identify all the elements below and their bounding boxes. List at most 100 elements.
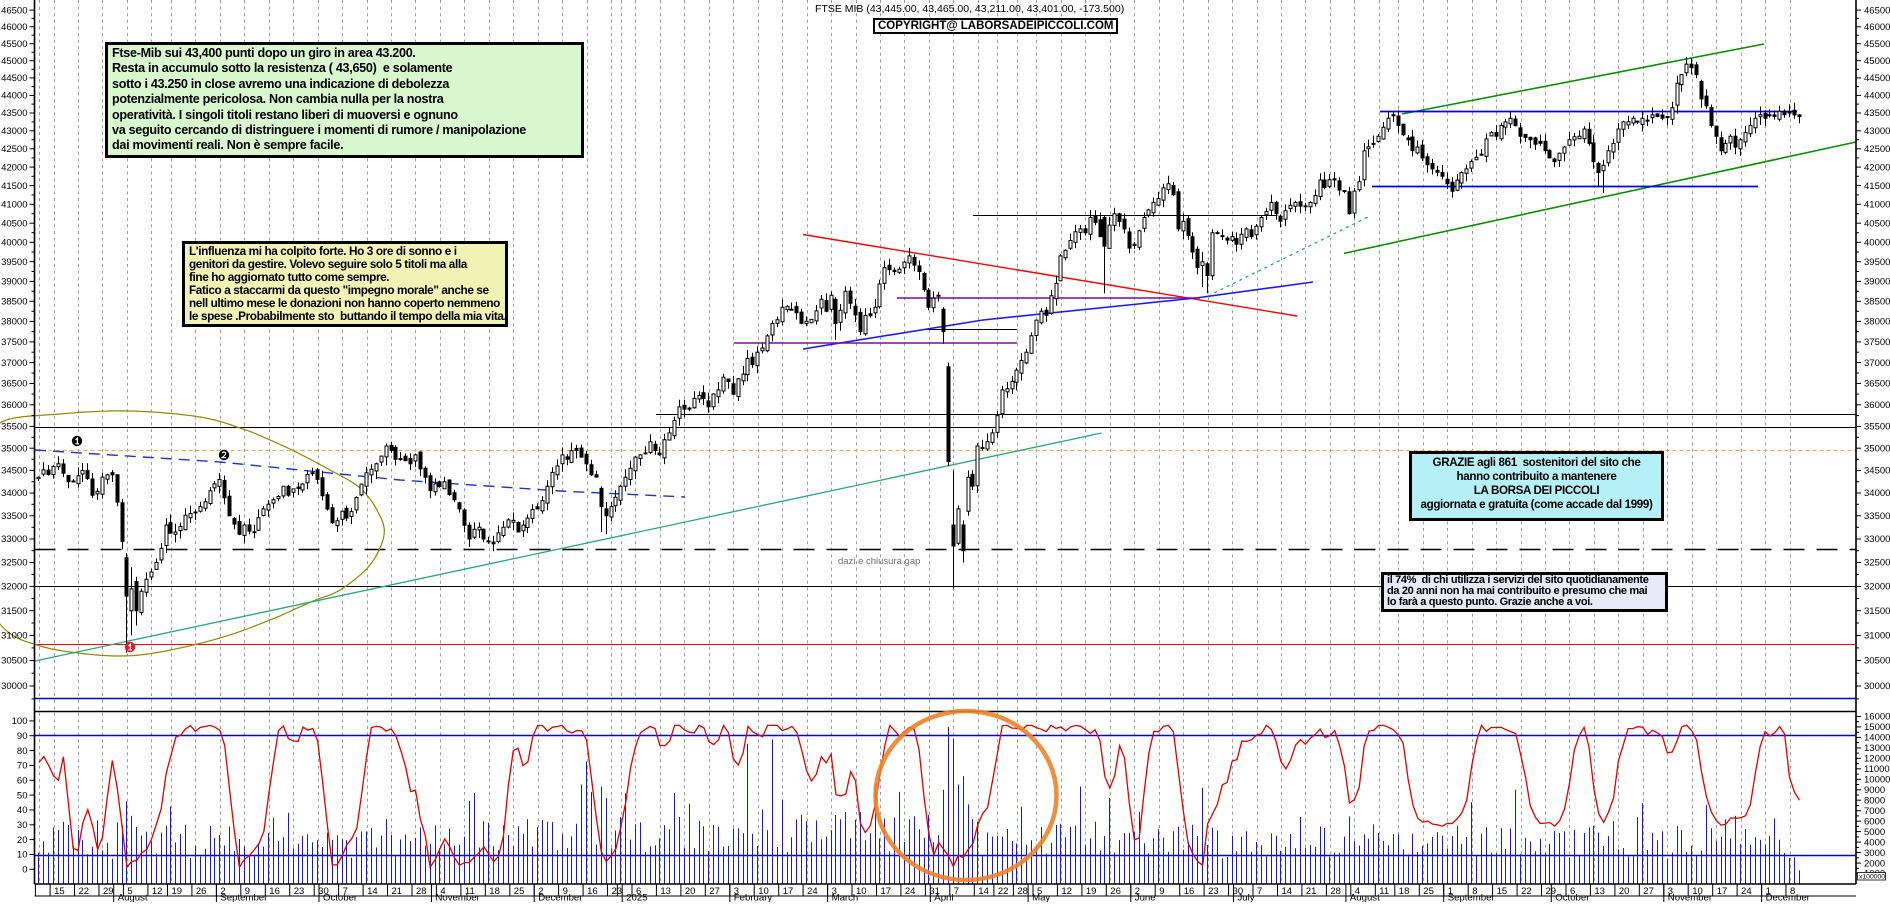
svg-text:18: 18 — [489, 886, 500, 897]
svg-text:20: 20 — [17, 835, 28, 846]
svg-text:43500: 43500 — [1, 108, 27, 119]
svg-text:4000: 4000 — [1864, 837, 1885, 848]
svg-text:7: 7 — [343, 886, 348, 897]
svg-text:June: June — [1135, 893, 1156, 903]
svg-text:11: 11 — [1379, 886, 1389, 897]
svg-text:February: February — [734, 893, 773, 903]
svg-text:14: 14 — [1282, 886, 1293, 897]
svg-text:43500: 43500 — [1864, 108, 1890, 119]
svg-text:43000: 43000 — [1, 126, 27, 137]
svg-text:41000: 41000 — [1864, 200, 1890, 211]
svg-text:September: September — [1448, 893, 1496, 903]
svg-text:3: 3 — [1668, 886, 1673, 897]
svg-text:2: 2 — [1135, 886, 1140, 897]
svg-text:34000: 34000 — [1864, 488, 1890, 499]
svg-text:33000: 33000 — [1, 534, 27, 545]
svg-text:15: 15 — [1497, 886, 1508, 897]
svg-text:45000: 45000 — [1, 56, 27, 67]
svg-text:36000: 36000 — [1, 400, 27, 411]
svg-text:3: 3 — [832, 886, 837, 897]
svg-text:10: 10 — [17, 850, 28, 861]
svg-text:29: 29 — [103, 886, 114, 897]
svg-text:26: 26 — [1110, 886, 1121, 897]
svg-text:34500: 34500 — [1, 466, 27, 477]
svg-text:x100000: x100000 — [1859, 874, 1885, 881]
svg-text:28: 28 — [416, 886, 427, 897]
svg-text:August: August — [1350, 893, 1380, 903]
svg-text:42000: 42000 — [1, 162, 27, 173]
svg-text:11000: 11000 — [1864, 764, 1890, 775]
svg-text:44000: 44000 — [1, 91, 27, 102]
svg-text:39500: 39500 — [1864, 257, 1890, 268]
svg-text:38500: 38500 — [1864, 297, 1890, 308]
svg-text:24: 24 — [807, 886, 818, 897]
svg-text:26: 26 — [196, 886, 207, 897]
svg-text:6: 6 — [1570, 886, 1575, 897]
svg-text:14: 14 — [367, 886, 378, 897]
svg-text:33000: 33000 — [1864, 534, 1890, 545]
svg-text:October: October — [323, 893, 358, 903]
svg-text:40: 40 — [17, 805, 28, 816]
svg-text:dazi e chiusura gap: dazi e chiusura gap — [838, 556, 920, 567]
svg-text:38000: 38000 — [1864, 317, 1890, 328]
svg-text:40000: 40000 — [1864, 238, 1890, 249]
svg-text:November: November — [1668, 893, 1713, 903]
svg-text:9: 9 — [563, 886, 568, 897]
svg-text:21: 21 — [1306, 886, 1317, 897]
svg-text:10: 10 — [1692, 886, 1703, 897]
svg-text:13000: 13000 — [1864, 743, 1890, 754]
svg-text:7: 7 — [954, 886, 959, 897]
svg-text:16000: 16000 — [1864, 712, 1890, 723]
svg-text:9000: 9000 — [1864, 785, 1885, 796]
svg-text:3000: 3000 — [1864, 848, 1885, 859]
svg-text:8000: 8000 — [1864, 795, 1885, 806]
svg-text:80: 80 — [17, 746, 28, 757]
svg-text:39000: 39000 — [1, 277, 27, 288]
svg-text:15: 15 — [54, 886, 65, 897]
svg-text:8: 8 — [1472, 886, 1477, 897]
svg-text:33500: 33500 — [1, 511, 27, 522]
svg-text:32000: 32000 — [1, 582, 27, 593]
svg-text:24: 24 — [1741, 886, 1752, 897]
svg-text:28: 28 — [1330, 886, 1341, 897]
svg-text:44500: 44500 — [1864, 73, 1890, 84]
svg-text:35500: 35500 — [1, 422, 27, 433]
svg-text:35000: 35000 — [1, 443, 27, 454]
svg-text:27: 27 — [1643, 886, 1654, 897]
svg-text:5: 5 — [1037, 886, 1042, 897]
svg-text:37000: 37000 — [1, 358, 27, 369]
svg-text:31000: 31000 — [1864, 631, 1890, 642]
svg-text:1: 1 — [1766, 886, 1771, 897]
svg-text:2: 2 — [220, 886, 225, 897]
svg-text:46000: 46000 — [1864, 22, 1890, 33]
svg-text:30: 30 — [1233, 886, 1244, 897]
svg-text:2000: 2000 — [1864, 858, 1885, 869]
svg-text:March: March — [832, 893, 859, 903]
svg-text:42500: 42500 — [1864, 144, 1890, 155]
svg-text:11: 11 — [465, 886, 475, 897]
svg-text:35500: 35500 — [1864, 422, 1890, 433]
svg-text:45500: 45500 — [1, 39, 27, 50]
svg-text:40500: 40500 — [1, 218, 27, 229]
svg-text:8: 8 — [1790, 886, 1795, 897]
svg-text:31: 31 — [929, 886, 940, 897]
svg-text:17: 17 — [1717, 886, 1728, 897]
svg-text:November: November — [436, 893, 481, 903]
svg-text:13: 13 — [1594, 886, 1605, 897]
svg-text:46500: 46500 — [1864, 5, 1890, 16]
svg-text:17: 17 — [881, 886, 892, 897]
svg-text:September: September — [220, 893, 268, 903]
svg-text:35000: 35000 — [1864, 443, 1890, 454]
svg-text:17: 17 — [783, 886, 794, 897]
svg-text:21: 21 — [392, 886, 403, 897]
svg-text:16: 16 — [1184, 886, 1195, 897]
svg-text:41000: 41000 — [1, 200, 27, 211]
svg-text:30: 30 — [17, 820, 28, 831]
svg-text:39000: 39000 — [1864, 277, 1890, 288]
svg-text:44000: 44000 — [1864, 91, 1890, 102]
svg-text:46500: 46500 — [1, 5, 27, 16]
svg-text:29: 29 — [1546, 886, 1557, 897]
svg-text:12000: 12000 — [1864, 754, 1890, 765]
svg-text:August: August — [118, 893, 148, 903]
svg-text:13: 13 — [660, 886, 671, 897]
